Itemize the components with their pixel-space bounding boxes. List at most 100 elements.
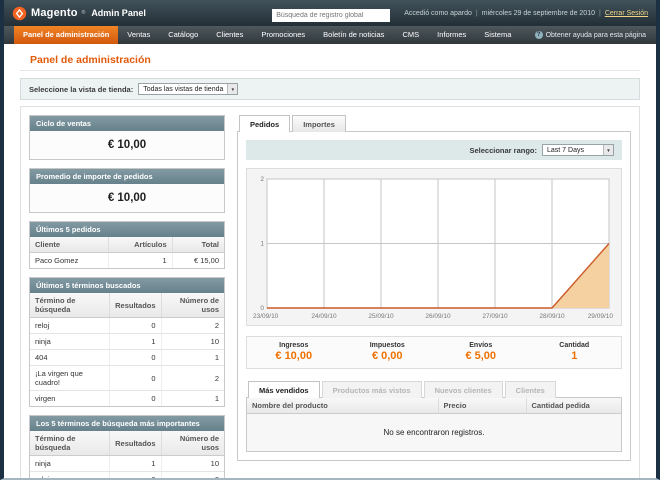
page-body: Panel de administración Seleccione la vi… xyxy=(4,44,656,478)
current-date: miércoles 29 de septiembre de 2010 xyxy=(481,9,595,17)
table-row: reloj 0 2 xyxy=(30,317,224,334)
magento-logo-icon xyxy=(12,6,27,20)
tab[interactable]: Pedidos xyxy=(239,115,291,132)
column-header: Total xyxy=(171,237,224,253)
store-view-label: Seleccione la vista de tienda: xyxy=(29,84,134,94)
chart-tabs: Pedidos Importes xyxy=(237,115,631,132)
chevron-down-icon: ▼ xyxy=(227,84,238,94)
title-divider xyxy=(20,70,640,71)
global-search xyxy=(272,4,391,22)
nav-item[interactable]: CMS xyxy=(402,30,420,39)
last-orders-table: Cliente Artículos Total Paco Gomez 1 xyxy=(30,237,224,268)
stat-label: Envíos xyxy=(469,342,493,349)
svg-text:25/09/10: 25/09/10 xyxy=(368,313,394,320)
tab[interactable]: Más vendidos xyxy=(248,381,320,398)
box-title: Los 5 términos de búsqueda más important… xyxy=(30,416,224,431)
range-select[interactable]: Last 7 Days ▼ xyxy=(542,144,614,156)
page-title: Panel de administración xyxy=(30,54,151,66)
range-bar: Seleccionar rango: Last 7 Days ▼ xyxy=(246,140,622,160)
magento-logo: Magento ® Admin Panel xyxy=(12,6,146,21)
nav-item[interactable]: Panel de administración xyxy=(14,26,119,44)
tab[interactable]: Clientes xyxy=(504,381,556,398)
last-search-terms-table: Término de búsqueda Resultados Número de… xyxy=(30,293,224,406)
store-view-bar: Seleccione la vista de tienda: Todas las… xyxy=(20,78,640,100)
nav-item[interactable]: Ventas xyxy=(127,30,151,39)
column-header: Término de búsqueda xyxy=(30,293,110,318)
svg-text:24/09/10: 24/09/10 xyxy=(311,313,337,320)
stat-value: € 10,00 xyxy=(275,350,313,362)
nav-item[interactable]: Sistema xyxy=(484,30,512,39)
table-row: Paco Gomez 1 € 15,00 xyxy=(30,252,224,268)
global-search-input[interactable] xyxy=(272,9,391,22)
column-header: Cliente xyxy=(30,237,109,253)
products-tabs: Más vendidos Productos más vistos Nuevos… xyxy=(246,381,622,398)
separator: | xyxy=(475,9,478,17)
dashboard-sidebar: Ciclo de ventas € 10,00 Promedio de impo… xyxy=(29,115,225,478)
svg-text:1: 1 xyxy=(260,241,264,248)
box-title: Últimos 5 términos buscados xyxy=(30,278,224,293)
stat-item: Ingresos € 10,00 xyxy=(247,342,341,362)
last-orders-box: Últimos 5 pedidos Cliente Artículos Tota… xyxy=(29,221,225,269)
nav-items: Panel de administración Ventas Catálogo … xyxy=(14,26,520,44)
table-row: ninja 1 10 xyxy=(30,455,224,472)
stat-value: € 0,00 xyxy=(371,350,403,362)
dashboard-wrapper: Ciclo de ventas € 10,00 Promedio de impo… xyxy=(20,106,640,478)
tab[interactable]: Importes xyxy=(292,115,346,132)
nav-item[interactable]: Boletín de noticias xyxy=(323,30,385,39)
nav-item[interactable]: Catálogo xyxy=(168,30,199,39)
column-header: Número de usos xyxy=(160,431,224,456)
top-search-terms-table: Término de búsqueda Resultados Número de… xyxy=(30,431,224,478)
svg-text:0: 0 xyxy=(260,305,264,312)
stat-value: € 5,00 xyxy=(465,350,497,362)
table-row: ¡La virgen que cuadro! 0 2 xyxy=(30,365,224,391)
products-table: Nombre del producto Precio Cantidad pedi… xyxy=(247,398,621,451)
nav-item[interactable]: Clientes xyxy=(216,30,244,39)
column-header: Resultados xyxy=(109,293,162,318)
stat-value: 1 xyxy=(571,350,578,362)
tab[interactable]: Nuevos clientes xyxy=(423,381,503,398)
svg-text:28/09/10: 28/09/10 xyxy=(539,313,565,320)
svg-text:23/09/10: 23/09/10 xyxy=(253,313,279,320)
column-header: Nombre del producto xyxy=(247,398,438,414)
store-view-select[interactable]: Todas las vistas de tienda ▼ xyxy=(138,83,239,95)
box-title: Últimos 5 pedidos xyxy=(30,222,224,237)
table-row: virgen 0 1 xyxy=(30,390,224,406)
totals-bar: Ingresos € 10,00 Impuestos € 0,00 Envíos xyxy=(246,336,622,369)
column-header: Resultados xyxy=(109,431,162,456)
column-header: Cantidad pedida xyxy=(525,398,621,414)
stat-item: Cantidad 1 xyxy=(528,342,622,362)
logo-text: Magento xyxy=(31,7,78,19)
empty-records-message: No se encontraron registros. xyxy=(247,413,621,451)
stat-label: Impuestos xyxy=(369,342,405,349)
svg-text:29/09/10: 29/09/10 xyxy=(588,313,614,320)
user-info: Accedió como apardo | miércoles 29 de se… xyxy=(404,10,648,17)
top-header: Magento® Admin Panel Accedió como apardo… xyxy=(4,0,656,26)
logo-suffix: Admin Panel xyxy=(91,8,146,18)
orders-chart: 0 1 2 23/09/10 24/09/10 25/09/10 26/09/10 27/09… xyxy=(246,168,622,326)
products-panel: Nombre del producto Precio Cantidad pedi… xyxy=(246,397,622,452)
nav-item[interactable]: Informes xyxy=(437,30,467,39)
chevron-down-icon: ▼ xyxy=(603,145,613,155)
box-title: Ciclo de ventas xyxy=(30,116,224,131)
svg-text:2: 2 xyxy=(260,176,264,183)
last-search-terms-box: Últimos 5 términos buscados Término de b… xyxy=(29,277,225,407)
registered-mark: ® xyxy=(81,10,86,16)
help-label: Obtener ayuda para esta página xyxy=(545,31,646,39)
stat-label: Cantidad xyxy=(559,342,590,349)
column-header: Precio xyxy=(437,398,526,414)
column-header: Artículos xyxy=(108,237,173,253)
logout-link[interactable]: Cerrar Sesión xyxy=(604,9,648,17)
nav-item[interactable]: Promociones xyxy=(261,30,306,39)
table-row: reloj 0 2 xyxy=(30,471,224,478)
average-order-value: € 10,00 xyxy=(30,184,224,212)
sales-cycle-value: € 10,00 xyxy=(30,131,224,159)
help-link[interactable]: ? Obtener ayuda para esta página xyxy=(534,26,646,44)
top-search-terms-box: Los 5 términos de búsqueda más important… xyxy=(29,415,225,478)
box-title: Promedio de importe de pedidos xyxy=(30,169,224,184)
stat-item: Impuestos € 0,00 xyxy=(341,342,435,362)
stat-item: Envíos € 5,00 xyxy=(434,342,528,362)
range-label: Seleccionar rango: xyxy=(469,145,537,155)
stat-label: Ingresos xyxy=(279,342,309,349)
tab[interactable]: Productos más vistos xyxy=(321,381,422,398)
